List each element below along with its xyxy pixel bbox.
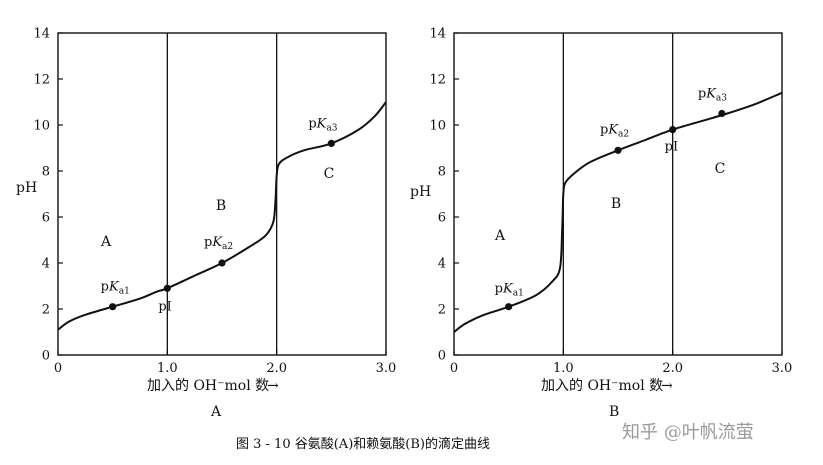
curve-point (327, 139, 335, 147)
y-tick-label: 4 (42, 257, 50, 272)
y-tick-label: 0 (42, 349, 50, 364)
chart-panel-a: pH 加入的 OH⁻mol 数 → A 0 2 4 6 8 10 12 14 0 1.0 2.0 3.… (16, 27, 396, 421)
y-tick-label: 12 (33, 73, 50, 88)
x-axis-title: 加入的 OH⁻mol 数 → (147, 378, 279, 394)
point-label: pKa2 (204, 235, 233, 252)
curve-point (718, 109, 726, 118)
curve-point (109, 303, 117, 311)
panel-label: A (210, 404, 222, 420)
x-axis-label: 加入的 OH⁻mol 数 (541, 378, 663, 394)
y-tick-label: 14 (33, 27, 50, 42)
x-tick-label: 1.0 (553, 361, 574, 376)
curve-point (218, 259, 226, 267)
region-label: C (324, 166, 335, 182)
region-label: A (494, 228, 506, 244)
y-tick-label: 2 (42, 303, 50, 318)
y-tick-label: 6 (438, 211, 446, 226)
x-axis-title: 加入的 OH⁻mol 数 → (541, 378, 673, 394)
curve-point (669, 126, 677, 134)
figure-caption: 图 3 - 10 谷氨酸(A)和赖氨酸(B)的滴定曲线 (236, 436, 490, 452)
y-axis-label: pH (16, 180, 37, 196)
x-tick-label: 3.0 (772, 361, 793, 376)
y-tick-label: 4 (438, 257, 446, 272)
y-tick-label: 12 (429, 73, 446, 88)
x-tick-label: 0 (54, 361, 62, 376)
curve-point (163, 284, 171, 292)
chart-panel-b: pH 加入的 OH⁻mol 数 → B 0 2 4 6 8 10 12 14 0 1.0 2.0 3.… (410, 27, 792, 421)
x-axis-label: 加入的 OH⁻mol 数 (147, 378, 269, 394)
point-label: pI (665, 140, 678, 155)
panel-label: B (609, 404, 619, 420)
y-tick-label: 8 (42, 165, 50, 180)
x-tick-label: 2.0 (266, 361, 287, 376)
x-tick-label: 3.0 (376, 361, 397, 376)
x-tick-label: 2.0 (662, 361, 683, 376)
y-tick-label: 8 (438, 165, 446, 180)
point-label: pI (158, 299, 171, 314)
point-label: pKa1 (495, 282, 524, 299)
y-tick-label: 14 (429, 27, 446, 42)
x-tick-label: 0 (450, 361, 458, 376)
y-tick-label: 10 (33, 119, 50, 134)
y-axis-label: pH (410, 184, 431, 200)
curve-point (614, 146, 622, 154)
region-label: C (715, 161, 726, 177)
point-label: pKa1 (101, 280, 130, 297)
plot-frame (453, 32, 783, 356)
watermark: 知乎 @叶帆流萤 (622, 422, 754, 443)
y-tick-label: 6 (42, 211, 50, 226)
region-label: B (216, 198, 226, 214)
titration-curve (57, 101, 387, 331)
x-axis-arrow: → (267, 378, 279, 394)
point-label: pKa3 (308, 116, 337, 133)
x-axis-arrow: → (661, 378, 673, 394)
y-tick-label: 10 (429, 119, 446, 134)
plot-frame (57, 32, 387, 356)
curve-point (505, 303, 513, 311)
point-label: pKa2 (600, 122, 629, 139)
region-label: B (611, 196, 621, 212)
x-tick-label: 1.0 (157, 361, 178, 376)
point-label: pKa3 (698, 87, 727, 104)
region-label: A (100, 234, 112, 250)
y-tick-label: 2 (438, 303, 446, 318)
y-tick-label: 0 (438, 349, 446, 364)
